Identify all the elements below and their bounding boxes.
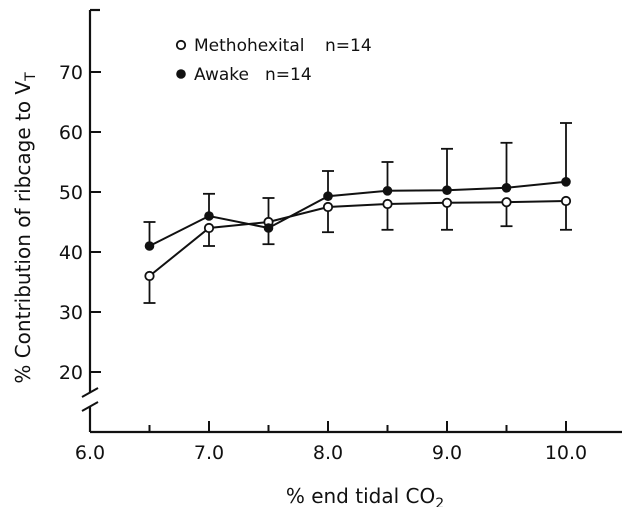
data-point-awake xyxy=(263,223,274,233)
x-tick-label: 10.0 xyxy=(545,442,587,464)
series-line-awake xyxy=(149,180,567,247)
data-point-methohexital xyxy=(501,197,512,208)
y-tick-label: 70 xyxy=(59,62,83,84)
legend: Methohexital n=14 Awake n=14 xyxy=(175,36,372,85)
x-tick-label: 9.0 xyxy=(432,442,462,464)
legend-n-awake: n=14 xyxy=(265,65,312,85)
x-tick-label: 7.0 xyxy=(194,442,224,464)
x-tick-label: 8.0 xyxy=(313,442,343,464)
data-point-awake xyxy=(382,186,393,196)
tick-labels: 6.0 7.0 8.0 9.0 10.0 20 30 40 50 60 70 xyxy=(59,62,587,464)
x-axis-label-main: % end tidal CO xyxy=(286,484,435,507)
data-point-methohexital xyxy=(144,270,155,282)
x-tick-label: 6.0 xyxy=(75,442,105,464)
y-axis-label-subscript: T xyxy=(23,72,39,82)
data-point-awake xyxy=(501,183,512,193)
data-point-methohexital xyxy=(441,197,453,208)
x-axis-label: % end tidal CO2 xyxy=(286,484,444,507)
series-lines xyxy=(148,180,567,277)
data-markers xyxy=(144,177,572,282)
y-axis-break-mark-2 xyxy=(81,401,99,412)
x-axis-label-subscript: 2 xyxy=(435,496,444,507)
data-point-methohexital xyxy=(382,198,393,210)
legend-marker-methohexital xyxy=(175,39,187,51)
data-point-awake xyxy=(442,185,452,195)
data-point-methohexital xyxy=(322,201,334,213)
y-tick-label: 40 xyxy=(59,242,83,264)
y-tick-label: 30 xyxy=(59,302,83,324)
y-tick-label: 50 xyxy=(59,182,83,204)
legend-label-awake: Awake xyxy=(194,65,249,85)
data-point-awake xyxy=(144,241,155,251)
data-point-awake xyxy=(561,177,571,187)
data-point-methohexital xyxy=(560,195,572,207)
axes xyxy=(81,8,622,434)
series-line-methohexital xyxy=(148,200,567,277)
legend-label-methohexital: Methohexital xyxy=(194,36,305,56)
y-axis-break-mark-1 xyxy=(81,387,99,398)
error-bars xyxy=(143,122,572,304)
y-axis-label-main: % Contribution of ribcage to V xyxy=(11,81,35,384)
legend-marker-awake xyxy=(176,69,186,79)
data-point-methohexital xyxy=(203,222,215,234)
data-point-awake xyxy=(323,191,333,201)
data-point-awake xyxy=(204,211,214,221)
y-axis-label: % Contribution of ribcage to VT xyxy=(11,72,39,384)
y-tick-label: 20 xyxy=(59,362,83,384)
legend-n-methohexital: n=14 xyxy=(325,36,372,56)
y-tick-label: 60 xyxy=(59,122,83,144)
